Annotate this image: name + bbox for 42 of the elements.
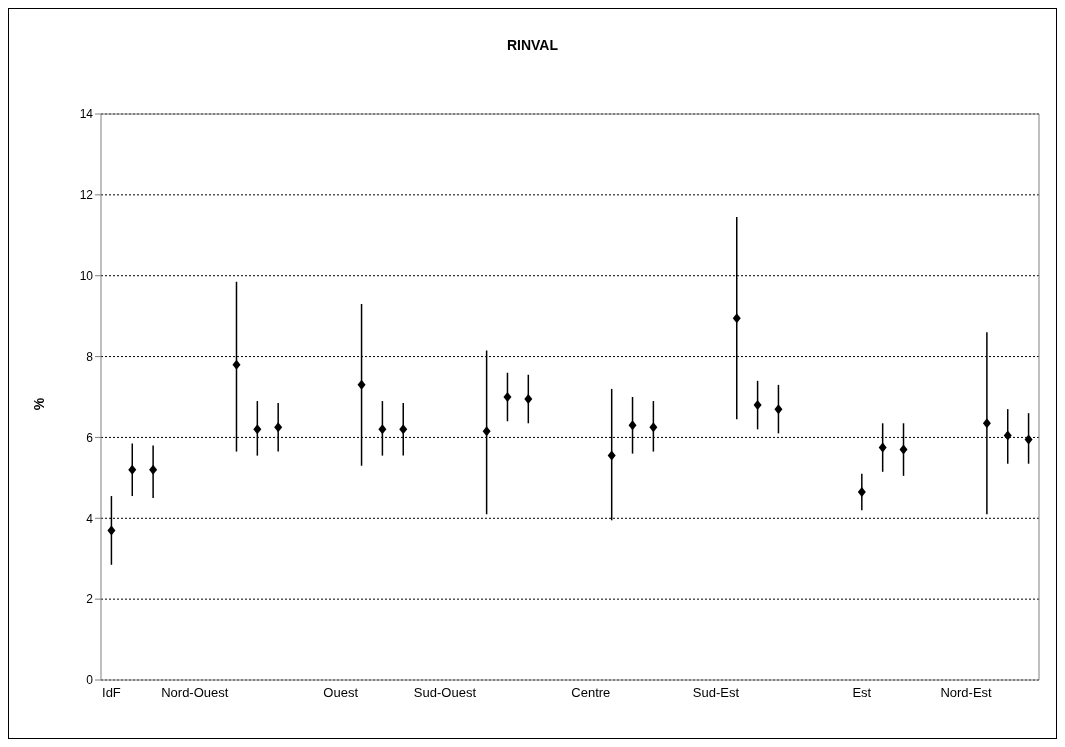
point — [732, 313, 741, 324]
y-tick-label: 10 — [79, 268, 94, 283]
y-tick-label: 8 — [86, 349, 94, 364]
y-tick-label: 6 — [86, 430, 94, 445]
y-tick-label: 4 — [86, 511, 94, 526]
x-tick-label: Nord-Ouest — [161, 685, 229, 701]
point — [607, 450, 616, 461]
y-tick-label: 0 — [86, 673, 94, 688]
point — [274, 422, 283, 433]
point — [1024, 434, 1033, 445]
point — [753, 400, 762, 411]
point — [357, 379, 366, 390]
point — [378, 424, 387, 435]
point — [107, 525, 116, 536]
point — [524, 394, 533, 405]
point — [982, 418, 991, 429]
x-tick-label: Sud-Est — [692, 685, 740, 701]
y-tick-label: 2 — [86, 592, 94, 607]
point — [628, 420, 637, 431]
point — [128, 464, 137, 475]
x-tick-label: Centre — [571, 685, 611, 701]
point — [232, 359, 241, 370]
point — [649, 422, 658, 433]
point — [503, 392, 512, 402]
x-tick-label: Sud-Ouest — [413, 685, 477, 701]
point — [399, 424, 408, 435]
x-tick-label: IdF — [102, 685, 121, 701]
point — [482, 426, 491, 437]
chart-title: RINVAL — [505, 37, 560, 53]
x-tick-label: Est — [852, 685, 872, 701]
point — [878, 442, 887, 453]
point — [899, 444, 908, 455]
y-tick-label: 14 — [79, 107, 94, 122]
point — [857, 487, 866, 498]
x-tick-label: Nord-Est — [940, 685, 993, 701]
y-axis-title: % — [31, 397, 47, 411]
point — [774, 404, 783, 415]
point — [149, 464, 158, 475]
point — [1003, 430, 1012, 441]
point — [253, 424, 262, 435]
y-tick-label: 12 — [79, 188, 94, 203]
x-tick-label: Ouest — [323, 685, 359, 701]
